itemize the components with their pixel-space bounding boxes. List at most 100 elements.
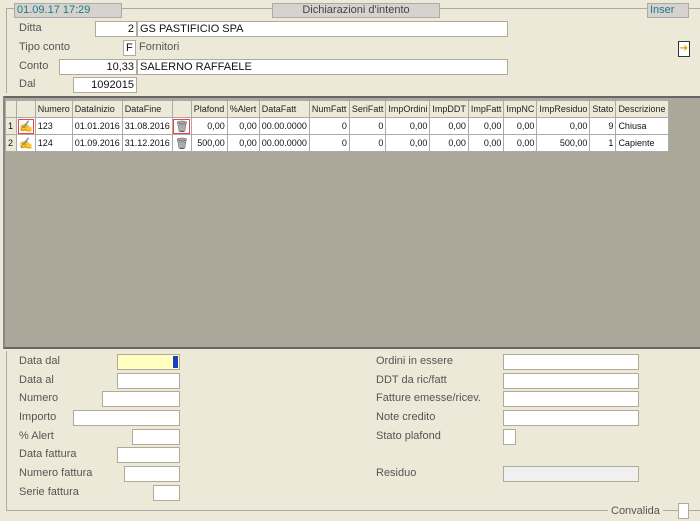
ordini-field[interactable] — [503, 354, 639, 370]
col-header — [5, 100, 17, 118]
text-cursor — [173, 356, 178, 368]
table-row[interactable]: 2 ✍ 124 01.09.2016 31.12.2016 🗑 500,00 0… — [5, 134, 670, 152]
fatture-field[interactable] — [503, 391, 639, 407]
col-header-numero[interactable]: Numero — [34, 100, 73, 118]
ditta-name-field: GS PASTIFICIO SPA — [137, 21, 508, 37]
fatture-label: Fatture emesse/ricev. — [376, 392, 481, 404]
cell-plafond: 500,00 — [190, 134, 228, 152]
note-credito-label: Note credito — [376, 411, 436, 423]
ddt-field[interactable] — [503, 373, 639, 389]
col-header — [171, 100, 192, 118]
conto-code-input[interactable]: 10,33 — [59, 59, 137, 75]
ditta-code-input[interactable]: 2 — [95, 21, 137, 37]
cell-impfatt: 0,00 — [467, 134, 505, 152]
tipo-conto-input[interactable]: F — [123, 40, 136, 56]
data-dal-input[interactable] — [117, 354, 180, 370]
ditta-label: Ditta — [19, 22, 42, 34]
col-header-impresiduo[interactable]: ImpResiduo — [536, 100, 591, 118]
note-credito-field[interactable] — [503, 410, 639, 426]
cell-datafatt: 00.00.0000 — [258, 134, 310, 152]
tipo-conto-name: Fornitori — [139, 41, 180, 53]
data-al-label: Data al — [19, 374, 54, 386]
table-row[interactable]: 1 ✍ 123 01.01.2016 31.08.2016 🗑 0,00 0,0… — [5, 117, 670, 135]
cell-impnc: 0,00 — [503, 134, 538, 152]
col-header — [16, 100, 36, 118]
serie-fattura-label: Serie fattura — [19, 486, 79, 498]
cell-serifatt: 0 — [348, 134, 387, 152]
cell-impnc: 0,00 — [503, 117, 538, 135]
col-header-stato[interactable]: Stato — [589, 100, 617, 118]
cell-impresiduo: 500,00 — [536, 134, 591, 152]
cell-descrizione: Capiente — [615, 134, 670, 152]
col-header-descrizione[interactable]: Descrizione — [615, 100, 670, 118]
stato-plafond-label: Stato plafond — [376, 430, 441, 442]
mode-indicator: Inser — [647, 3, 689, 18]
data-dal-label: Data dal — [19, 355, 60, 367]
cell-impddt: 0,00 — [429, 117, 469, 135]
tipo-conto-label: Tipo conto — [19, 41, 70, 53]
cell-serifatt: 0 — [348, 117, 387, 135]
col-header-datainizio[interactable]: DataInizio — [71, 100, 123, 118]
cell-alert: 0,00 — [226, 134, 260, 152]
cell-impordini: 0,00 — [385, 117, 431, 135]
col-header-datafine[interactable]: DataFine — [121, 100, 173, 118]
data-al-input[interactable] — [117, 373, 180, 389]
col-header-serifatt[interactable]: SeriFatt — [348, 100, 387, 118]
trash-icon[interactable]: 🗑 — [171, 117, 192, 135]
col-header-impnc[interactable]: ImpNC — [503, 100, 538, 118]
numero-fattura-label: Numero fattura — [19, 467, 93, 479]
serie-fattura-input[interactable] — [153, 485, 180, 501]
cell-numero: 123 — [34, 117, 73, 135]
cell-descrizione: Chiusa — [615, 117, 670, 135]
cell-numfatt: 0 — [308, 134, 350, 152]
row-number: 1 — [5, 117, 17, 135]
trash-icon[interactable]: 🗑 — [171, 134, 192, 152]
alert-label: % Alert — [19, 430, 54, 442]
window-title: Dichiarazioni d'intento — [272, 3, 440, 18]
ordini-label: Ordini in essere — [376, 355, 454, 367]
cell-stato: 1 — [589, 134, 617, 152]
col-header-alert[interactable]: %Alert — [226, 100, 260, 118]
cell-plafond: 0,00 — [190, 117, 228, 135]
col-header-datafatt[interactable]: DataFatt — [258, 100, 310, 118]
cell-impresiduo: 0,00 — [536, 117, 591, 135]
conto-label: Conto — [19, 60, 49, 72]
row-number: 2 — [5, 134, 17, 152]
dal-label: Dal — [19, 78, 36, 90]
cell-stato: 9 — [589, 117, 617, 135]
residuo-label: Residuo — [376, 467, 417, 479]
edit-icon[interactable]: ✍ — [16, 134, 36, 152]
declarations-grid: Numero DataInizio DataFine Plafond %Aler… — [3, 96, 700, 349]
dal-input[interactable]: 1092015 — [73, 77, 137, 93]
importo-label: Importo — [19, 411, 57, 423]
numero-label: Numero — [19, 392, 59, 404]
cell-datafatt: 00.00.0000 — [258, 117, 310, 135]
cell-datafine: 31.08.2016 — [121, 117, 173, 135]
export-icon[interactable]: ➔ — [678, 41, 690, 57]
numero-input[interactable] — [102, 391, 180, 407]
importo-input[interactable] — [73, 410, 180, 426]
declarations-table: Numero DataInizio DataFine Plafond %Aler… — [5, 100, 670, 152]
conto-name-field: SALERNO RAFFAELE — [137, 59, 508, 75]
cell-datafine: 31.12.2016 — [121, 134, 173, 152]
col-header-impddt[interactable]: ImpDDT — [429, 100, 469, 118]
detail-frame — [6, 351, 700, 511]
data-fattura-label: Data fattura — [19, 448, 77, 460]
convalida-label: Convalida — [608, 504, 663, 519]
cell-datainizio: 01.09.2016 — [71, 134, 123, 152]
edit-icon[interactable]: ✍ — [16, 117, 36, 135]
ddt-label: DDT da ric/fatt — [376, 374, 447, 386]
cell-datainizio: 01.01.2016 — [71, 117, 123, 135]
cell-numfatt: 0 — [308, 117, 350, 135]
data-fattura-input[interactable] — [117, 447, 180, 463]
col-header-numfatt[interactable]: NumFatt — [308, 100, 350, 118]
col-header-plafond[interactable]: Plafond — [190, 100, 228, 118]
alert-input[interactable] — [132, 429, 180, 445]
stato-plafond-field[interactable] — [503, 429, 516, 445]
col-header-impfatt[interactable]: ImpFatt — [467, 100, 505, 118]
table-header: Numero DataInizio DataFine Plafond %Aler… — [5, 100, 670, 118]
col-header-impordini[interactable]: ImpOrdini — [385, 100, 431, 118]
numero-fattura-input[interactable] — [124, 466, 180, 482]
cell-impfatt: 0,00 — [467, 117, 505, 135]
convalida-checkbox[interactable] — [678, 503, 689, 519]
